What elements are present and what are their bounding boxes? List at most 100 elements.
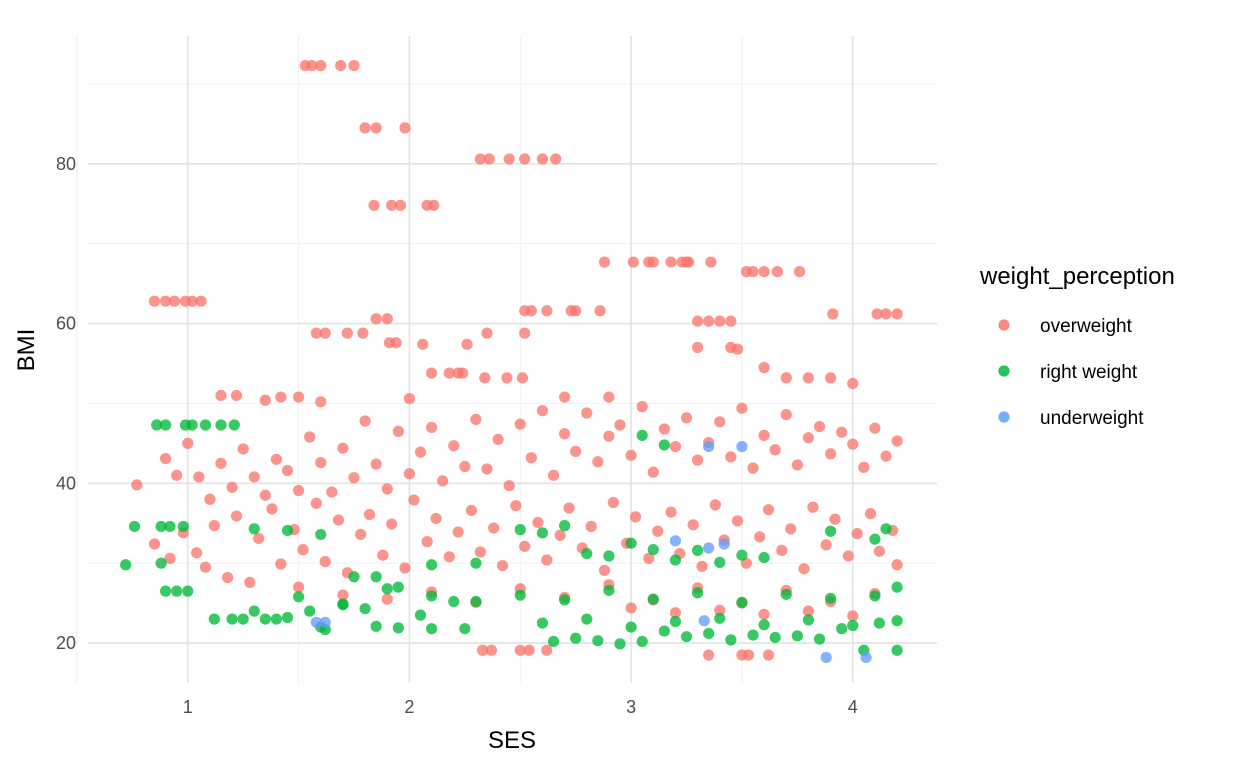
data-point-right-weight bbox=[636, 429, 648, 441]
data-point-overweight bbox=[541, 644, 553, 656]
data-point-overweight bbox=[403, 393, 416, 405]
data-point-right-weight bbox=[847, 619, 859, 632]
x-tick-label: 1 bbox=[183, 697, 193, 717]
data-point-overweight bbox=[581, 407, 593, 419]
data-point-right-weight bbox=[359, 603, 371, 615]
data-point-right-weight bbox=[155, 557, 167, 569]
data-point-overweight bbox=[459, 460, 471, 473]
data-point-overweight bbox=[636, 401, 648, 413]
data-point-overweight bbox=[292, 484, 305, 497]
y-tick-label: 60 bbox=[56, 314, 76, 334]
data-point-overweight bbox=[465, 504, 478, 517]
data-point-overweight bbox=[483, 153, 495, 165]
data-point-right-weight bbox=[370, 571, 382, 583]
data-point-overweight bbox=[359, 122, 371, 134]
data-point-overweight bbox=[563, 502, 575, 514]
data-point-overweight bbox=[448, 440, 460, 452]
data-point-right-weight bbox=[248, 523, 260, 535]
data-point-overweight bbox=[394, 199, 407, 211]
data-point-right-weight bbox=[536, 617, 549, 629]
data-point-right-weight bbox=[425, 590, 438, 602]
data-point-right-weight bbox=[691, 587, 704, 599]
data-point-overweight bbox=[191, 547, 203, 559]
data-point-overweight bbox=[880, 308, 892, 320]
data-point-overweight bbox=[230, 510, 243, 522]
data-point-right-weight bbox=[155, 520, 167, 533]
data-point-overweight bbox=[370, 313, 382, 325]
data-point-overweight bbox=[525, 305, 537, 317]
data-point-overweight bbox=[851, 528, 863, 540]
data-point-right-weight bbox=[813, 633, 826, 645]
data-point-overweight bbox=[598, 256, 611, 268]
data-point-right-weight bbox=[348, 571, 360, 583]
data-point-overweight bbox=[148, 538, 161, 550]
data-point-overweight bbox=[266, 503, 278, 515]
data-point-overweight bbox=[691, 454, 704, 466]
data-point-underweight bbox=[820, 651, 832, 664]
data-point-right-weight bbox=[128, 520, 141, 533]
data-point-right-weight bbox=[259, 613, 271, 625]
data-point-right-weight bbox=[199, 419, 212, 431]
data-point-overweight bbox=[470, 413, 482, 426]
data-point-overweight bbox=[485, 644, 498, 656]
data-point-overweight bbox=[437, 475, 449, 487]
data-point-overweight bbox=[627, 256, 639, 268]
data-point-overweight bbox=[847, 377, 859, 390]
data-point-overweight bbox=[736, 402, 748, 414]
data-point-overweight bbox=[658, 423, 670, 435]
data-point-overweight bbox=[195, 295, 207, 307]
data-point-overweight bbox=[417, 338, 429, 350]
data-point-overweight bbox=[359, 415, 371, 427]
data-point-overweight bbox=[629, 511, 642, 523]
data-point-overweight bbox=[696, 560, 708, 572]
data-point-right-weight bbox=[514, 524, 526, 536]
data-point-underweight bbox=[736, 440, 748, 453]
data-point-overweight bbox=[304, 431, 316, 443]
data-points bbox=[120, 59, 903, 664]
data-point-right-weight bbox=[869, 590, 881, 602]
data-point-right-weight bbox=[614, 638, 626, 650]
data-point-overweight bbox=[337, 442, 349, 454]
data-point-right-weight bbox=[836, 623, 848, 635]
data-point-right-weight bbox=[425, 559, 438, 571]
data-point-overweight bbox=[558, 428, 571, 440]
data-point-overweight bbox=[474, 546, 486, 558]
data-point-overweight bbox=[310, 327, 322, 339]
data-point-overweight bbox=[607, 496, 619, 509]
data-point-right-weight bbox=[459, 623, 471, 635]
data-point-overweight bbox=[598, 564, 611, 576]
legend-label-underweight: underweight bbox=[1040, 408, 1144, 429]
data-point-right-weight bbox=[177, 520, 189, 533]
data-point-right-weight bbox=[703, 627, 715, 640]
data-point-overweight bbox=[514, 644, 526, 656]
legend-key-right-weight bbox=[998, 365, 1010, 377]
data-point-right-weight bbox=[891, 581, 903, 593]
data-point-right-weight bbox=[215, 419, 227, 431]
grid bbox=[76, 36, 937, 683]
data-point-overweight bbox=[370, 458, 382, 470]
data-point-overweight bbox=[703, 315, 715, 327]
data-point-right-weight bbox=[691, 544, 704, 557]
legend-label-right-weight: right weight bbox=[1040, 362, 1138, 383]
legend-title: weight_perception bbox=[979, 263, 1175, 290]
data-point-right-weight bbox=[669, 615, 682, 628]
data-point-overweight bbox=[186, 295, 198, 307]
data-point-overweight bbox=[208, 520, 220, 532]
data-point-overweight bbox=[341, 327, 353, 339]
x-axis-title: SES bbox=[488, 727, 536, 754]
data-point-right-weight bbox=[226, 613, 238, 625]
data-point-right-weight bbox=[186, 419, 198, 431]
data-point-overweight bbox=[747, 462, 759, 474]
data-point-overweight bbox=[523, 644, 535, 656]
data-point-right-weight bbox=[120, 559, 132, 571]
data-point-right-weight bbox=[736, 549, 748, 561]
data-point-underweight bbox=[718, 538, 730, 550]
data-point-overweight bbox=[519, 327, 531, 339]
data-point-overweight bbox=[703, 649, 715, 661]
data-point-overweight bbox=[519, 153, 531, 165]
data-point-overweight bbox=[858, 461, 870, 473]
data-point-overweight bbox=[357, 327, 369, 339]
data-point-overweight bbox=[802, 605, 815, 617]
data-point-right-weight bbox=[824, 525, 837, 537]
data-point-overweight bbox=[335, 59, 347, 72]
